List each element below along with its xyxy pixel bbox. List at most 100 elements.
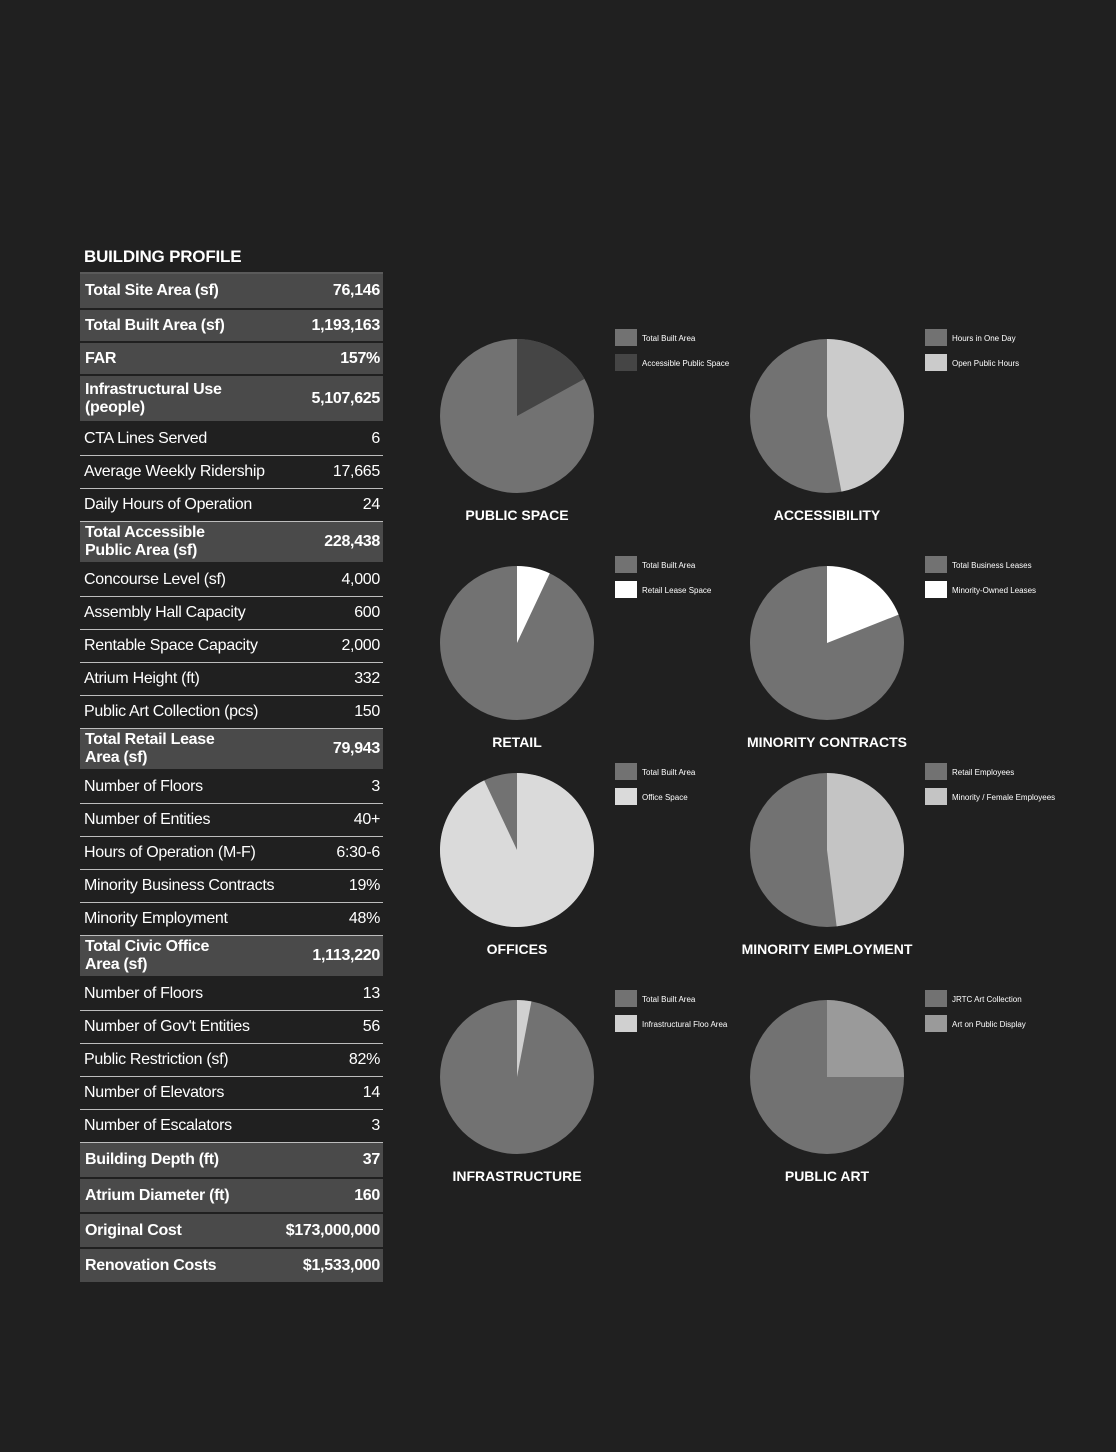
profile-row: Number of Floors 3 bbox=[80, 771, 383, 804]
pie-chart: ACCESSIBILITY Hours in One Day Open Public… bbox=[750, 329, 1019, 523]
legend-label: Infrastructural Floo Area bbox=[642, 1020, 728, 1029]
profile-row-value: $173,000,000 bbox=[285, 1221, 381, 1239]
profile-row-label: Total Site Area (sf) bbox=[85, 282, 219, 299]
legend-label: Total Built Area bbox=[642, 768, 696, 777]
profile-row-value: 6:30-6 bbox=[336, 844, 380, 861]
legend-label: Total Built Area bbox=[642, 995, 696, 1004]
legend-label: Hours in One Day bbox=[952, 334, 1016, 343]
profile-row: Hours of Operation (M-F) 6:30-6 bbox=[80, 837, 383, 870]
profile-row: Number of Entities 40+ bbox=[80, 804, 383, 837]
pie-chart: INFRASTRUCTURE Total Built Area Infrastruc… bbox=[440, 990, 728, 1184]
profile-row: Public Restriction (sf) 82% bbox=[80, 1044, 383, 1077]
profile-row-value: 5,107,625 bbox=[311, 389, 381, 407]
profile-row: Minority Business Contracts 19% bbox=[80, 870, 383, 903]
profile-row-value: 17,665 bbox=[332, 463, 380, 480]
legend-swatch bbox=[925, 354, 947, 371]
legend-swatch bbox=[615, 354, 637, 371]
pie-title: PUBLIC SPACE bbox=[465, 507, 568, 523]
pie-chart: OFFICES Total Built Area Office Space bbox=[439, 763, 696, 957]
legend-label: Office Space bbox=[642, 793, 688, 802]
profile-row-label: Total Built Area (sf) bbox=[85, 316, 225, 334]
building-profile-heading: BUILDING PROFILE bbox=[84, 247, 242, 266]
profile-row-value: 3 bbox=[371, 1117, 380, 1134]
profile-row-label: Number of Floors bbox=[84, 778, 203, 795]
profile-row-label: Public Art Collection (pcs) bbox=[84, 703, 259, 720]
profile-row: CTA Lines Served 6 bbox=[80, 423, 383, 456]
profile-row: Atrium Diameter (ft) 160 bbox=[80, 1179, 383, 1212]
pie-title: OFFICES bbox=[487, 941, 548, 957]
profile-row-label: Number of Escalators bbox=[84, 1117, 232, 1134]
profile-row-value: 40+ bbox=[353, 811, 381, 828]
pie-slice bbox=[517, 1000, 532, 1077]
profile-row-value: 1,113,220 bbox=[312, 947, 380, 964]
legend-swatch bbox=[615, 763, 637, 780]
profile-row-label: Number of Gov't Entities bbox=[84, 1018, 250, 1035]
legend-label: Accessible Public Space bbox=[642, 359, 730, 368]
legend-swatch bbox=[615, 556, 637, 573]
profile-row-label: Infrastructural Use (people) bbox=[85, 380, 222, 416]
profile-row: Total Accessible Public Area (sf) 228,438 bbox=[80, 522, 383, 562]
profile-row-value: 3 bbox=[371, 778, 380, 795]
profile-row-label: Total Accessible Public Area (sf) bbox=[85, 524, 205, 559]
profile-row-label: Daily Hours of Operation bbox=[84, 496, 252, 513]
profile-row-value: 228,438 bbox=[324, 533, 380, 550]
profile-row-value: 13 bbox=[362, 985, 381, 1002]
pie-slice bbox=[517, 566, 550, 643]
profile-row-label: Public Restriction (sf) bbox=[84, 1051, 229, 1068]
legend-swatch bbox=[925, 990, 947, 1007]
profile-row: Average Weekly Ridership 17,665 bbox=[80, 456, 383, 489]
profile-row: Public Art Collection (pcs) 150 bbox=[80, 696, 383, 729]
profile-row-value: 600 bbox=[354, 604, 380, 621]
profile-row-label: Number of Elevators bbox=[84, 1084, 225, 1101]
profile-row: Minority Employment 48% bbox=[80, 903, 383, 936]
profile-row-label: Total Retail Lease Area (sf) bbox=[85, 731, 215, 766]
profile-row-label: Concourse Level (sf) bbox=[84, 571, 226, 588]
profile-row: Number of Gov't Entities 56 bbox=[80, 1011, 383, 1044]
legend-swatch bbox=[615, 581, 637, 598]
profile-row-label: FAR bbox=[85, 349, 117, 367]
profile-row: Number of Escalators 3 bbox=[80, 1110, 383, 1143]
profile-row: Total Retail Lease Area (sf) 79,943 bbox=[80, 729, 383, 769]
pie-slice bbox=[827, 1000, 904, 1077]
pie-title: PUBLIC ART bbox=[785, 1168, 870, 1184]
legend-label: Open Public Hours bbox=[952, 359, 1019, 368]
profile-row: Rentable Space Capacity 2,000 bbox=[80, 630, 383, 663]
pie-slice bbox=[827, 339, 904, 492]
pie-chart: PUBLIC ART JRTC Art Collection Art on Publ… bbox=[750, 990, 1026, 1184]
pie-title: RETAIL bbox=[492, 734, 542, 750]
profile-row-label: Atrium Diameter (ft) bbox=[85, 1186, 230, 1204]
pie-title: ACCESSIBILITY bbox=[774, 507, 881, 523]
profile-row-value: 82% bbox=[348, 1051, 380, 1068]
legend-swatch bbox=[925, 329, 947, 346]
profile-row-label: Building Depth (ft) bbox=[85, 1151, 219, 1168]
profile-row-label: Original Cost bbox=[85, 1221, 182, 1239]
profile-row-value: 14 bbox=[362, 1084, 381, 1101]
profile-row-label: Number of Floors bbox=[84, 985, 203, 1002]
profile-row: Concourse Level (sf) 4,000 bbox=[80, 564, 383, 597]
profile-row: Number of Elevators 14 bbox=[80, 1077, 383, 1110]
profile-row-label: Average Weekly Ridership bbox=[84, 463, 265, 480]
profile-row-label: Minority Business Contracts bbox=[84, 877, 275, 894]
pie-slice bbox=[827, 566, 899, 643]
profile-row-label: Atrium Height (ft) bbox=[84, 670, 200, 687]
legend-label: Retail Lease Space bbox=[642, 586, 712, 595]
pie-chart: RETAIL Total Built Area Retail Lease Space bbox=[440, 556, 712, 750]
legend-swatch bbox=[925, 581, 947, 598]
pie-chart: PUBLIC SPACE Total Built Area Accessible P… bbox=[440, 329, 730, 523]
profile-row-value: 76,146 bbox=[332, 282, 380, 299]
profile-row-value: 4,000 bbox=[341, 571, 380, 588]
profile-row-value: 1,193,163 bbox=[311, 316, 381, 334]
profile-row: Total Site Area (sf) 76,146 bbox=[80, 272, 383, 308]
profile-row-value: 48% bbox=[348, 910, 380, 927]
profile-row-label: Minority Employment bbox=[84, 910, 228, 927]
profile-row-value: 160 bbox=[354, 1186, 380, 1204]
pie-slice bbox=[439, 773, 594, 928]
profile-row: Atrium Height (ft) 332 bbox=[80, 663, 383, 696]
legend-label: Minority-Owned Leases bbox=[952, 586, 1036, 595]
profile-row: Total Built Area (sf) 1,193,163 bbox=[80, 310, 383, 341]
profile-row-value: 79,943 bbox=[332, 740, 380, 757]
legend-swatch bbox=[615, 1015, 637, 1032]
legend-label: Total Business Leases bbox=[952, 561, 1032, 570]
legend-label: Art on Public Display bbox=[952, 1020, 1026, 1029]
profile-row-value: 24 bbox=[362, 496, 381, 513]
